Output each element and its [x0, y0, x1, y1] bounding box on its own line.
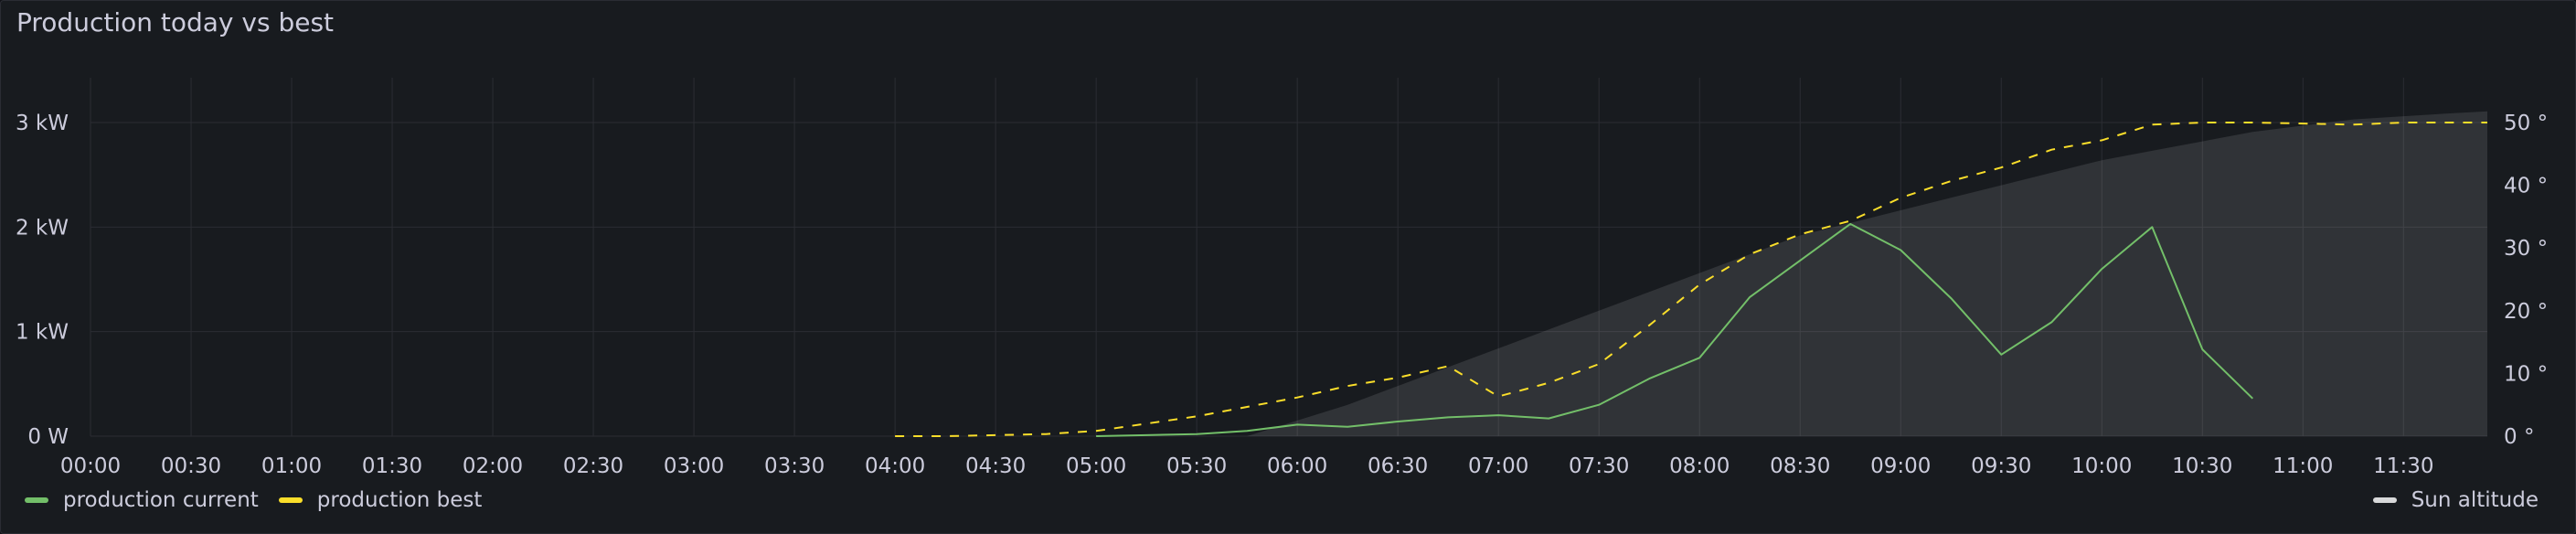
x-tick-label: 05:30 — [1166, 454, 1227, 478]
tick-labels: 00:00 00:30 01:00 01:30 02:00 02:30 03:00 03:30… — [16, 112, 2548, 478]
y-right-tick-label: 0 ° — [2504, 425, 2534, 449]
series-area-sun-altitude — [1247, 111, 2487, 436]
y-left-tick-label: 2 kW — [16, 216, 69, 240]
x-tick-label: 09:30 — [1971, 454, 2031, 478]
y-left-tick-label: 0 W — [27, 425, 69, 449]
x-tick-label: 04:00 — [865, 454, 925, 478]
legend-label-production-current: production current — [63, 488, 259, 512]
legend-item-production-best[interactable]: production best — [278, 488, 483, 512]
x-tick-label: 03:30 — [764, 454, 825, 478]
legend-item-production-current[interactable]: production current — [25, 488, 259, 512]
x-tick-label: 08:30 — [1770, 454, 1830, 478]
y-left-tick-label: 3 kW — [16, 112, 69, 135]
y-right-tick-label: 10 ° — [2504, 362, 2548, 386]
x-tick-label: 07:00 — [1468, 454, 1528, 478]
legend-label-sun-altitude: Sun altitude — [2411, 488, 2539, 512]
legend-swatch-production-best — [278, 497, 303, 503]
x-tick-label: 01:30 — [362, 454, 422, 478]
panel-title[interactable]: Production today vs best — [16, 7, 335, 37]
x-tick-label: 07:30 — [1569, 454, 1629, 478]
legend-item-sun-altitude[interactable]: Sun altitude — [2372, 488, 2539, 512]
legend-left: production current production best — [25, 484, 482, 517]
x-tick-label: 09:00 — [1870, 454, 1931, 478]
x-tick-label: 03:00 — [664, 454, 724, 478]
line-layer — [895, 122, 2487, 437]
x-tick-label: 00:30 — [161, 454, 221, 478]
legend-swatch-production-current — [25, 497, 48, 503]
y-right-tick-label: 30 ° — [2504, 237, 2548, 261]
x-tick-label: 00:00 — [60, 454, 121, 478]
x-tick-label: 02:00 — [463, 454, 523, 478]
x-tick-label: 11:00 — [2273, 454, 2333, 478]
y-right-tick-label: 50 ° — [2504, 112, 2548, 135]
legend-label-production-best: production best — [316, 488, 483, 512]
grid — [90, 78, 2487, 437]
x-tick-label: 08:00 — [1669, 454, 1730, 478]
legend-swatch-sun-altitude — [2372, 497, 2397, 503]
y-right-tick-label: 20 ° — [2504, 300, 2548, 324]
y-left-tick-label: 1 kW — [16, 321, 69, 345]
area-layer — [1247, 111, 2487, 436]
x-tick-label: 04:30 — [965, 454, 1026, 478]
x-tick-label: 10:30 — [2172, 454, 2232, 478]
x-tick-label: 02:30 — [563, 454, 623, 478]
x-tick-label: 01:00 — [261, 454, 322, 478]
x-tick-label: 06:00 — [1267, 454, 1327, 478]
y-right-tick-label: 40 ° — [2504, 175, 2548, 198]
x-tick-label: 11:30 — [2373, 454, 2433, 478]
x-tick-label: 06:30 — [1368, 454, 1428, 478]
x-tick-label: 05:00 — [1066, 454, 1126, 478]
series-line-production-current — [1096, 222, 2253, 437]
x-tick-label: 10:00 — [2071, 454, 2132, 478]
legend-right: Sun altitude — [2372, 484, 2539, 517]
